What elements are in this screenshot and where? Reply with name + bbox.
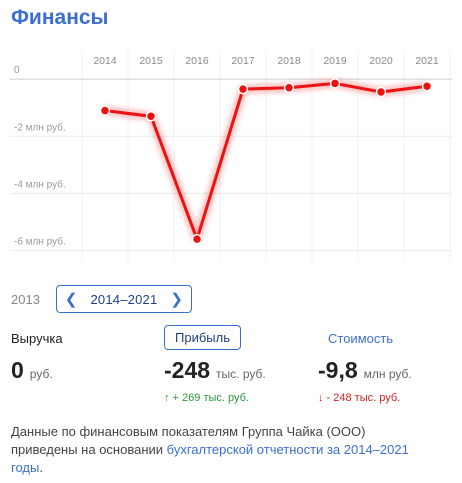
cost-delta: ↓ - 248 тыс. руб. (318, 392, 401, 404)
x-tick-label: 2016 (185, 55, 209, 67)
period-range-label: 2014–2021 (90, 291, 158, 307)
data-source-note: Данные по финансовым показателям Группа … (11, 423, 431, 477)
period-selector: 2013 ❮ 2014–2021 ❯ (11, 285, 192, 313)
profit-value: -248 тыс. руб. (164, 357, 266, 384)
series-line (103, 81, 429, 241)
cost-unit: млн руб. (363, 367, 412, 381)
data-point-2016[interactable] (191, 233, 203, 245)
tab-profit[interactable]: Прибыль (164, 325, 241, 350)
data-point-2014[interactable] (99, 105, 111, 116)
tab-cost[interactable]: Стоимость (328, 331, 394, 346)
x-tick-label: 2018 (277, 55, 301, 67)
chevron-right-icon[interactable]: ❯ (170, 291, 183, 308)
data-point-2021[interactable] (421, 81, 433, 92)
revenue-number: 0 (11, 357, 24, 383)
y-tick-label: -4 млн руб. (14, 178, 66, 190)
y-tick-label: -6 млн руб. (14, 236, 66, 248)
x-tick-label: 2020 (369, 55, 393, 67)
profit-number: -248 (164, 357, 211, 383)
y-tick-label: -2 млн руб. (14, 121, 66, 133)
accounting-report-link[interactable]: бухгалтерской отчетности за 2014–2021 го… (11, 442, 409, 475)
metric-tabs: Выручка Прибыль Стоимость (0, 325, 462, 351)
cost-value: -9,8 млн руб. (318, 357, 412, 384)
data-point-2018[interactable] (283, 82, 295, 93)
chevron-left-icon[interactable]: ❮ (64, 291, 78, 308)
revenue-value: 0 руб. (11, 357, 53, 384)
x-tick-label: 2015 (139, 55, 163, 67)
note-text: Данные по финансовым показателям Группа … (11, 424, 366, 457)
page-title: Финансы (11, 6, 109, 29)
finance-chart: 0 -2 млн руб. -4 млн руб. -6 млн руб. 2014 20… (10, 50, 452, 262)
revenue-unit: руб. (29, 367, 53, 381)
data-point-2017[interactable] (237, 83, 249, 95)
x-tick-label: 2014 (93, 55, 117, 67)
y-tick-label: 0 (14, 65, 20, 76)
profit-delta: ↑ + 269 тыс. руб. (164, 392, 249, 404)
x-tick-label: 2021 (415, 55, 439, 67)
data-point-2020[interactable] (375, 86, 387, 98)
tab-revenue[interactable]: Выручка (11, 331, 63, 346)
data-point-2019[interactable] (329, 78, 341, 89)
period-range-box: ❮ 2014–2021 ❯ (55, 285, 192, 313)
cost-number: -9,8 (318, 357, 358, 383)
x-tick-label: 2019 (323, 55, 347, 67)
data-point-2015[interactable] (145, 111, 157, 122)
previous-year-link[interactable]: 2013 (11, 291, 40, 307)
note-end: . (39, 460, 43, 475)
profit-unit: тыс. руб. (216, 367, 266, 381)
x-tick-label: 2017 (231, 55, 255, 67)
